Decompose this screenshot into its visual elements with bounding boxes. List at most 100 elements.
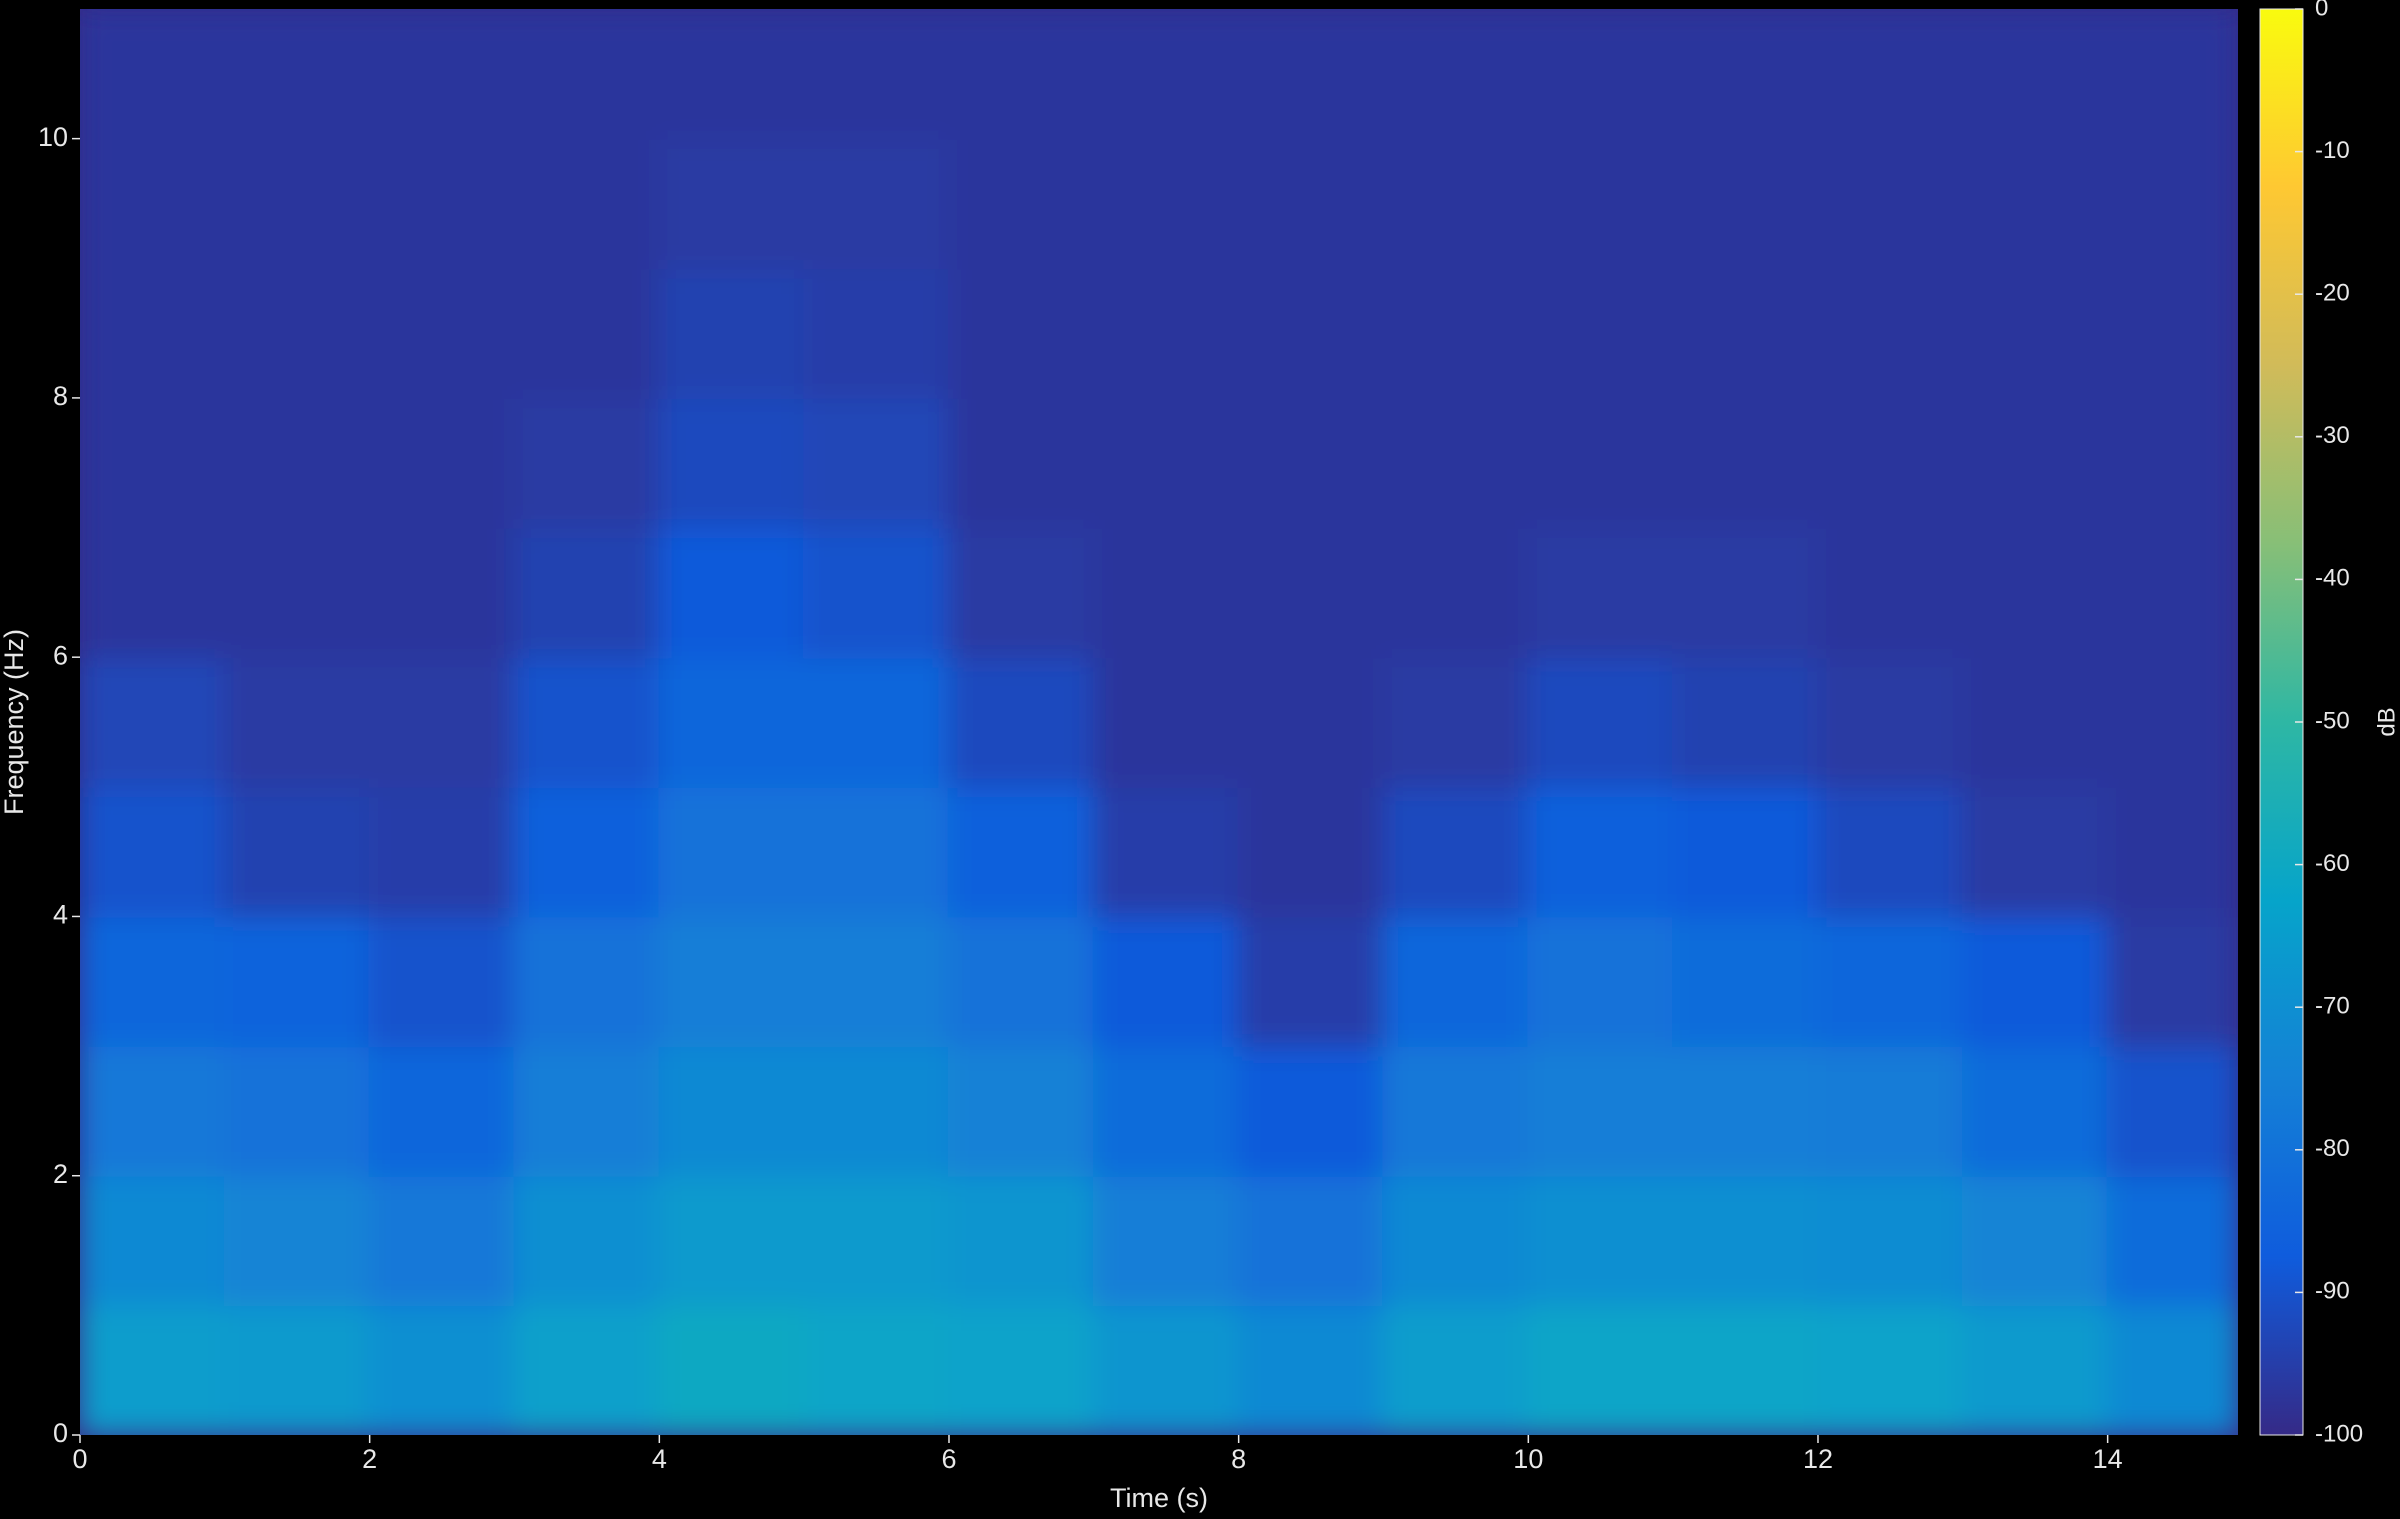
heatmap-cell xyxy=(658,267,806,399)
heatmap-cell xyxy=(2106,785,2238,918)
heatmap-cell xyxy=(1237,267,1385,399)
heatmap-cell xyxy=(947,656,1095,788)
heatmap-cell xyxy=(368,1174,516,1307)
heatmap-cell xyxy=(947,396,1095,529)
heatmap-cell xyxy=(1382,9,1530,140)
heatmap-cell xyxy=(658,1174,806,1307)
heatmap-cell xyxy=(2106,9,2238,140)
heatmap-cell xyxy=(658,9,806,140)
heatmap-cell xyxy=(1527,1304,1675,1435)
heatmap-cell xyxy=(1237,137,1385,270)
heatmap-cell xyxy=(1092,1304,1240,1435)
x-tick-label: 10 xyxy=(1513,1444,1543,1474)
heatmap-cell xyxy=(1382,1304,1530,1435)
heatmap-cell xyxy=(1092,915,1240,1048)
heatmap-cell xyxy=(658,656,806,788)
heatmap-cell xyxy=(1237,1045,1385,1177)
colorbar-tick-label: -50 xyxy=(2315,707,2350,734)
heatmap-cell xyxy=(1527,785,1675,918)
heatmap-cell xyxy=(80,785,226,918)
heatmap-cell xyxy=(658,785,806,918)
heatmap-cell xyxy=(2106,137,2238,270)
colorbar-tick-label: -30 xyxy=(2315,422,2350,449)
heatmap-cell xyxy=(368,526,516,659)
heatmap-cell xyxy=(947,137,1095,270)
colorbar-tick-label: -20 xyxy=(2315,280,2350,307)
heatmap-cell xyxy=(1237,785,1385,918)
x-tick-label: 14 xyxy=(2093,1444,2123,1474)
heatmap-cell xyxy=(513,1174,661,1307)
heatmap-cell xyxy=(368,1304,516,1435)
heatmap-cell xyxy=(803,396,950,529)
heatmap-cell xyxy=(1672,267,1819,399)
x-tick-label: 4 xyxy=(652,1444,667,1474)
heatmap-cell xyxy=(368,785,516,918)
heatmap-cell xyxy=(1092,785,1240,918)
heatmap-cell xyxy=(1961,137,2109,270)
heatmap-cell xyxy=(947,267,1095,399)
heatmap-cell xyxy=(513,137,661,270)
heatmap-cell xyxy=(2106,1304,2238,1435)
heatmap-cell xyxy=(223,526,371,659)
heatmap-cell xyxy=(658,396,806,529)
heatmap-cell xyxy=(368,1045,516,1177)
x-tick-label: 2 xyxy=(362,1444,377,1474)
heatmap-cell xyxy=(2106,915,2238,1048)
colorbar-tick-label: -100 xyxy=(2315,1420,2363,1447)
heatmap-cell xyxy=(1382,915,1530,1048)
heatmap-cell xyxy=(1816,137,1964,270)
heatmap-cell xyxy=(513,396,661,529)
colorbar-tick-label: -90 xyxy=(2315,1278,2350,1305)
heatmap-cell xyxy=(1092,656,1240,788)
heatmap-cell xyxy=(803,1304,950,1435)
heatmap-cell xyxy=(80,1304,226,1435)
heatmap-cell xyxy=(1961,656,2109,788)
heatmap-cell xyxy=(1092,137,1240,270)
heatmap-cell xyxy=(1961,1045,2109,1177)
heatmap-cell xyxy=(80,1045,226,1177)
heatmap-cell xyxy=(513,1045,661,1177)
heatmap-cell xyxy=(513,267,661,399)
heatmap-cell xyxy=(1527,267,1675,399)
heatmap-cell xyxy=(1092,396,1240,529)
heatmap-cell xyxy=(513,656,661,788)
y-tick-label: 10 xyxy=(38,122,68,152)
heatmap-cell xyxy=(1816,396,1964,529)
heatmap-cell xyxy=(1527,137,1675,270)
heatmap-cell xyxy=(368,915,516,1048)
heatmap-cell xyxy=(947,1304,1095,1435)
heatmap-cell xyxy=(513,526,661,659)
heatmap-cell xyxy=(658,526,806,659)
heatmap-cell xyxy=(803,137,950,270)
heatmap-cell xyxy=(1237,1304,1385,1435)
heatmap-cell xyxy=(2106,526,2238,659)
heatmap-cell xyxy=(1672,915,1819,1048)
heatmap-cell xyxy=(1672,656,1819,788)
heatmap-cell xyxy=(1816,1304,1964,1435)
heatmap-cell xyxy=(223,267,371,399)
heatmap-cell xyxy=(1382,1045,1530,1177)
colorbar-tick-label: -80 xyxy=(2315,1135,2350,1162)
heatmap-cell xyxy=(1237,526,1385,659)
heatmap-cell xyxy=(803,526,950,659)
heatmap-cell xyxy=(368,267,516,399)
heatmap-cell xyxy=(658,1045,806,1177)
heatmap-cell xyxy=(80,9,226,140)
heatmap-cell xyxy=(658,137,806,270)
heatmap-cell xyxy=(947,1174,1095,1307)
heatmap-cells xyxy=(80,9,2238,1435)
heatmap-cell xyxy=(223,1174,371,1307)
heatmap-cell xyxy=(1092,1174,1240,1307)
colorbar-tick-label: -10 xyxy=(2315,137,2350,164)
heatmap-cell xyxy=(1816,526,1964,659)
heatmap-cell xyxy=(803,9,950,140)
heatmap-cell xyxy=(1961,526,2109,659)
heatmap-cell xyxy=(1816,267,1964,399)
heatmap-cell xyxy=(368,656,516,788)
heatmap-cell xyxy=(1816,656,1964,788)
colorbar-tick-label: -40 xyxy=(2315,565,2350,592)
x-tick-label: 12 xyxy=(1803,1444,1833,1474)
heatmap-cell xyxy=(513,785,661,918)
heatmap-cell xyxy=(80,656,226,788)
